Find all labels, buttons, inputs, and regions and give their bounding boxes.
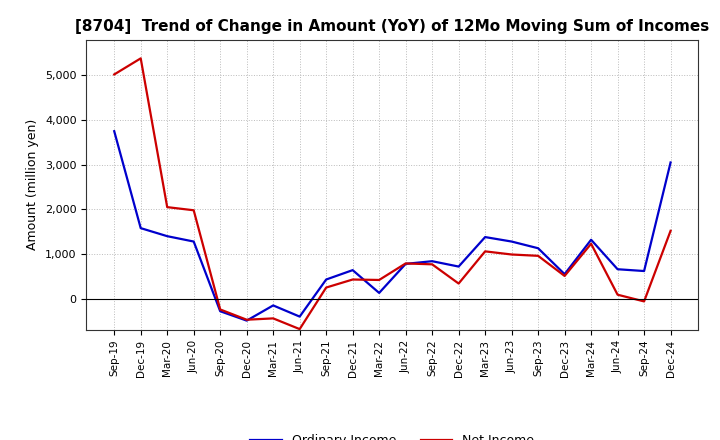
Ordinary Income xyxy=(163,234,171,239)
Ordinary Income xyxy=(295,314,304,319)
Ordinary Income xyxy=(587,237,595,242)
Net Income xyxy=(189,208,198,213)
Net Income xyxy=(136,56,145,61)
Ordinary Income xyxy=(534,246,542,251)
Net Income xyxy=(110,72,119,77)
Net Income xyxy=(560,273,569,279)
Net Income xyxy=(428,262,436,267)
Ordinary Income xyxy=(322,277,330,282)
Ordinary Income xyxy=(401,261,410,267)
Net Income xyxy=(322,285,330,290)
Net Income xyxy=(508,252,516,257)
Net Income xyxy=(534,253,542,258)
Net Income xyxy=(243,317,251,323)
Net Income xyxy=(295,326,304,332)
Net Income xyxy=(216,307,225,312)
Net Income xyxy=(375,277,384,282)
Net Income xyxy=(454,281,463,286)
Ordinary Income xyxy=(243,318,251,323)
Net Income xyxy=(401,261,410,266)
Net Income xyxy=(163,205,171,210)
Legend: Ordinary Income, Net Income: Ordinary Income, Net Income xyxy=(246,429,539,440)
Ordinary Income xyxy=(348,268,357,273)
Ordinary Income xyxy=(560,271,569,277)
Ordinary Income xyxy=(216,308,225,314)
Net Income xyxy=(587,241,595,246)
Net Income xyxy=(269,316,277,321)
Net Income xyxy=(481,249,490,254)
Ordinary Income xyxy=(613,267,622,272)
Title: [8704]  Trend of Change in Amount (YoY) of 12Mo Moving Sum of Incomes: [8704] Trend of Change in Amount (YoY) o… xyxy=(76,19,709,34)
Ordinary Income xyxy=(269,303,277,308)
Ordinary Income xyxy=(508,239,516,244)
Net Income xyxy=(640,299,649,304)
Line: Net Income: Net Income xyxy=(114,59,670,329)
Y-axis label: Amount (million yen): Amount (million yen) xyxy=(27,119,40,250)
Ordinary Income xyxy=(428,259,436,264)
Ordinary Income xyxy=(189,239,198,244)
Net Income xyxy=(348,277,357,282)
Ordinary Income xyxy=(110,128,119,134)
Ordinary Income xyxy=(136,225,145,231)
Net Income xyxy=(666,228,675,234)
Ordinary Income xyxy=(666,160,675,165)
Ordinary Income xyxy=(454,264,463,269)
Ordinary Income xyxy=(481,235,490,240)
Net Income xyxy=(613,292,622,297)
Ordinary Income xyxy=(640,268,649,274)
Ordinary Income xyxy=(375,290,384,296)
Line: Ordinary Income: Ordinary Income xyxy=(114,131,670,321)
